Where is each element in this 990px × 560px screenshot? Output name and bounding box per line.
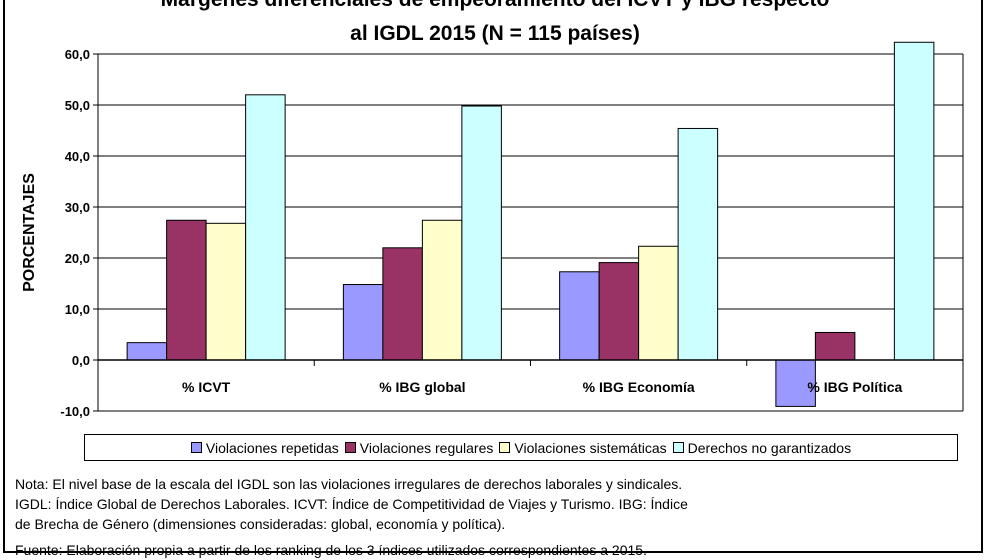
legend-item: Violaciones regulares [344, 439, 494, 456]
note-line-2: IGDL: Índice Global de Derechos Laborale… [15, 496, 688, 512]
chart-frame [3, 0, 983, 553]
source-line: Fuente: Elaboración propia a partir de l… [15, 542, 647, 558]
y-tick-label: 40,0 [65, 149, 90, 164]
bar [638, 245, 679, 361]
y-tick-label: 30,0 [65, 200, 90, 215]
bar [893, 41, 935, 361]
legend-label: Violaciones regulares [359, 439, 494, 456]
y-tick-label: 10,0 [65, 302, 90, 317]
legend-label: Derechos no garantizados [687, 439, 852, 456]
legend-swatch [499, 442, 511, 453]
legend-item: Derechos no garantizados [672, 439, 852, 456]
legend-label: Violaciones sistemáticas [514, 439, 667, 456]
bar [814, 331, 856, 361]
bar-chart: -10,0 0,0 10,0 20,0 30,0 40,0 50,0 60,0 PORCENTA… [21, 41, 964, 419]
bar [559, 271, 600, 361]
x-tick-label: % ICVT [182, 379, 231, 395]
chart-title-line-1: Márgenes diferenciales de empeoramiento … [0, 0, 990, 12]
bar [598, 262, 640, 361]
x-tick-label: % IBG Política [807, 379, 902, 395]
legend-label: Violaciones repetidas [205, 439, 339, 456]
bar [126, 342, 168, 361]
chart-title-line-2: al IGDL 2015 (N = 115 países) [350, 22, 640, 45]
note-line-3: de Brecha de Género (dimensiones conside… [15, 516, 506, 532]
y-tick-label: 60,0 [65, 47, 90, 62]
y-tick-label: 50,0 [65, 98, 90, 113]
y-tick-label: 0,0 [72, 353, 90, 368]
bar [382, 247, 423, 361]
bar [775, 359, 816, 407]
legend-item: Violaciones repetidas [190, 439, 339, 456]
legend-swatch [344, 442, 356, 453]
bar [166, 219, 207, 361]
bar [461, 105, 502, 361]
note-line-1: Nota: El nivel base de la escala del IGD… [15, 476, 683, 492]
bar [342, 284, 384, 361]
chart-legend: Violaciones repetidas Violaciones regular… [84, 434, 958, 461]
legend-item: Violaciones sistemáticas [499, 439, 667, 456]
bar [421, 219, 463, 361]
bar [677, 127, 719, 361]
legend-swatch [190, 442, 202, 453]
bar [245, 94, 286, 361]
y-axis-label: PORCENTAJES [21, 173, 38, 292]
x-tick-label: % IBG global [379, 379, 465, 395]
y-tick-label: -10,0 [60, 404, 90, 419]
legend-swatch [672, 442, 684, 453]
y-tick-label: 20,0 [65, 251, 90, 266]
x-tick-label: % IBG Economía [583, 379, 695, 395]
bar [205, 222, 247, 361]
